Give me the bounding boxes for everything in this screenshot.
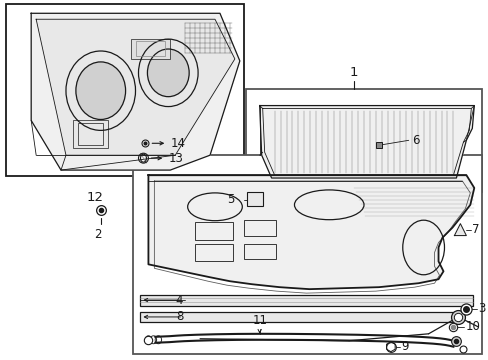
Bar — [6, 4, 244, 176]
Text: 2: 2 — [94, 228, 102, 240]
Bar — [246, 192, 262, 206]
Bar — [140, 295, 472, 306]
Polygon shape — [36, 19, 234, 155]
Bar — [73, 121, 107, 148]
Bar — [244, 220, 275, 235]
Bar — [195, 222, 232, 239]
Ellipse shape — [147, 49, 189, 96]
Polygon shape — [31, 13, 239, 170]
Bar — [195, 243, 232, 261]
Bar — [132, 155, 481, 354]
Ellipse shape — [76, 62, 125, 120]
Bar — [78, 123, 102, 145]
Bar — [244, 243, 275, 260]
Text: 11: 11 — [252, 314, 266, 327]
Polygon shape — [453, 224, 466, 235]
Bar — [135, 41, 165, 56]
Text: 3: 3 — [477, 302, 485, 315]
Text: 12: 12 — [86, 191, 103, 204]
Text: 8: 8 — [176, 310, 183, 323]
Text: 1: 1 — [349, 66, 358, 79]
Text: 9: 9 — [400, 340, 407, 353]
Polygon shape — [259, 105, 473, 178]
Text: 4: 4 — [175, 293, 183, 307]
Text: 13: 13 — [168, 152, 183, 165]
Text: 5: 5 — [227, 193, 234, 206]
Bar — [140, 312, 457, 322]
Polygon shape — [148, 175, 473, 289]
Text: 7: 7 — [471, 223, 479, 236]
Bar — [130, 39, 170, 59]
Text: 14: 14 — [170, 137, 185, 150]
Text: 10: 10 — [465, 320, 479, 333]
Text: 6: 6 — [411, 134, 418, 147]
Bar — [245, 89, 481, 192]
